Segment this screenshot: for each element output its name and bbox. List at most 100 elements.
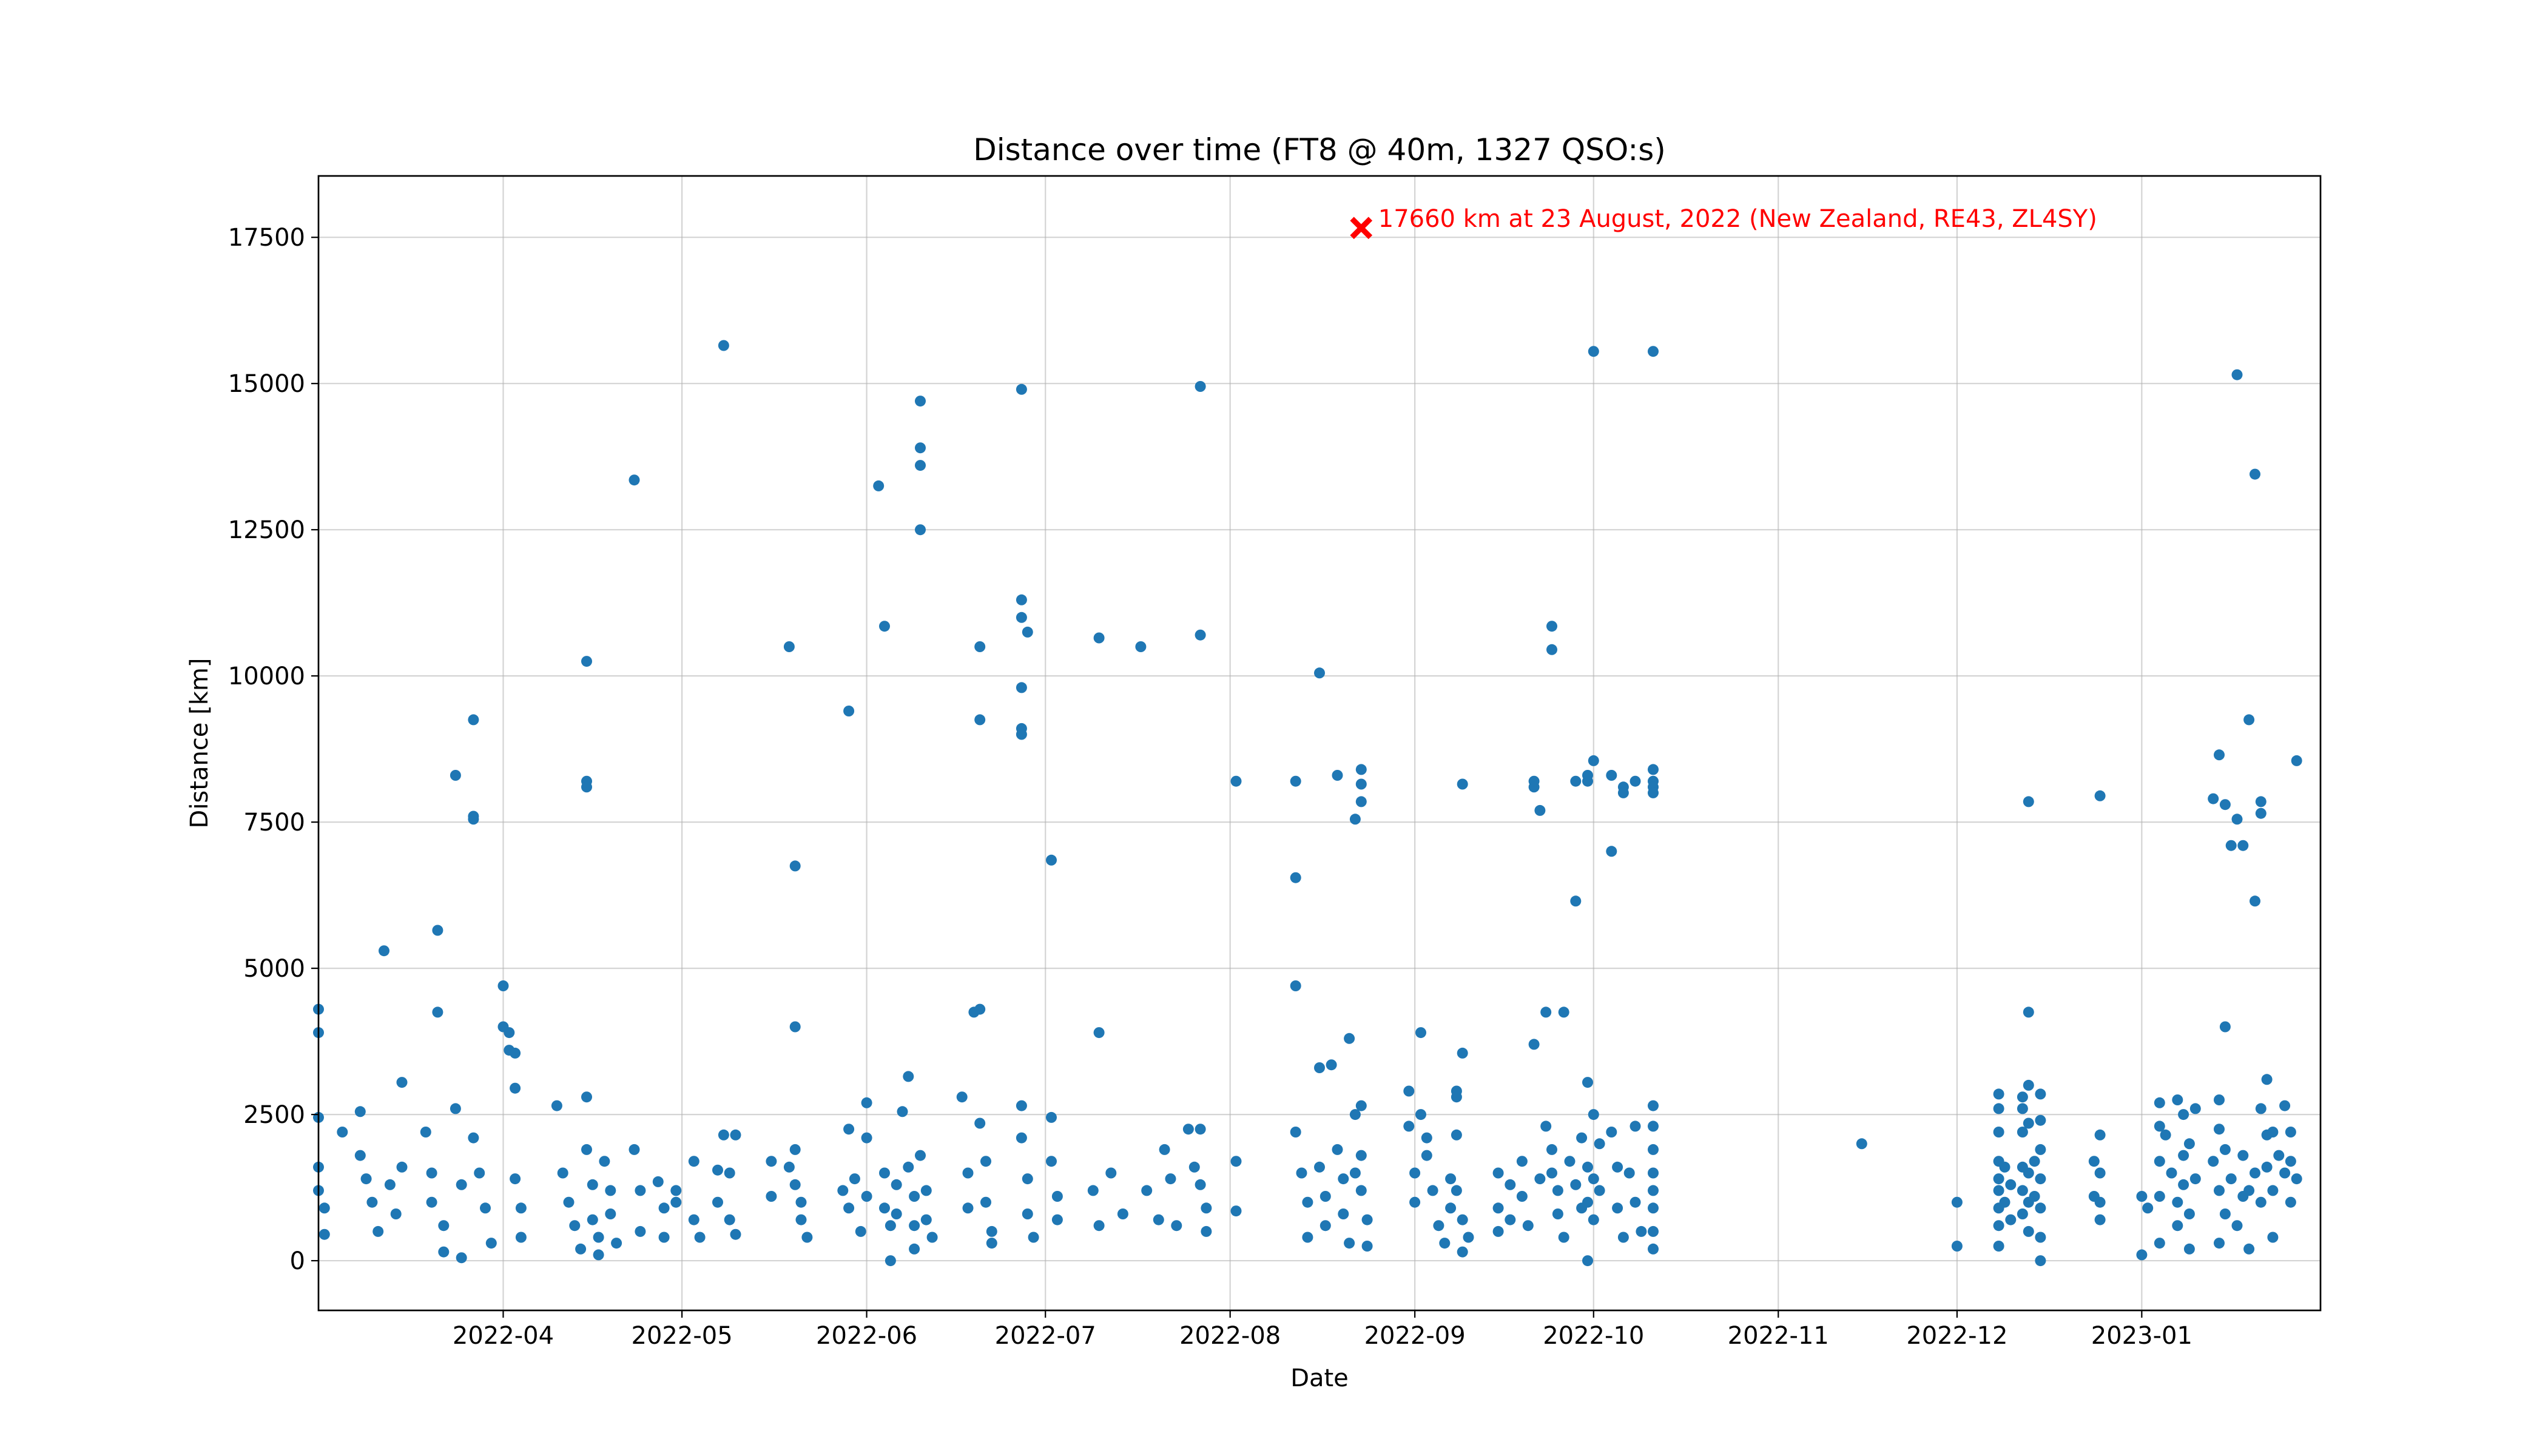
data-point [2243, 714, 2255, 726]
data-point [1951, 1196, 1963, 1208]
data-point [730, 1129, 741, 1141]
data-point [909, 1243, 920, 1255]
y-tick-label: 15000 [228, 370, 305, 398]
data-point [1230, 775, 1242, 787]
data-point [2023, 1079, 2034, 1091]
data-point [694, 1232, 706, 1243]
data-point [718, 1129, 729, 1141]
data-point [1552, 1185, 1563, 1196]
data-point [1195, 1179, 1206, 1190]
data-point [1856, 1138, 1867, 1150]
data-point [2005, 1214, 2017, 1225]
data-point [2255, 1196, 2267, 1208]
data-point [2035, 1255, 2046, 1267]
data-point [2279, 1167, 2291, 1179]
data-point [879, 1202, 890, 1214]
data-point [789, 1021, 801, 1033]
data-point [2178, 1150, 2189, 1161]
data-point [2189, 1173, 2201, 1185]
data-point [2214, 1124, 2225, 1135]
x-tick-label: 2022-05 [632, 1322, 733, 1350]
data-point [1546, 1144, 1557, 1155]
data-point [2255, 807, 2267, 819]
data-point [1457, 1047, 1468, 1059]
data-point [1135, 641, 1147, 652]
data-point [2136, 1249, 2148, 1261]
data-point [1558, 1006, 1569, 1018]
data-point [1344, 1238, 1355, 1249]
data-point [318, 1202, 330, 1214]
data-point [1421, 1150, 1432, 1161]
data-point [432, 1006, 443, 1018]
data-point [1403, 1121, 1415, 1132]
data-point [2094, 1167, 2106, 1179]
data-point [504, 1027, 515, 1039]
data-point [2094, 790, 2106, 801]
x-tick-label: 2022-04 [453, 1322, 554, 1350]
data-point [1492, 1202, 1504, 1214]
data-point [1582, 1255, 1593, 1267]
data-point [2154, 1121, 2165, 1132]
data-point [920, 1214, 932, 1225]
data-point [2273, 1150, 2285, 1161]
data-point [909, 1191, 920, 1202]
data-point [1993, 1173, 2004, 1185]
data-point [1355, 796, 1367, 807]
data-point [1463, 1232, 1474, 1243]
data-point [1415, 1109, 1426, 1121]
data-point [1415, 1027, 1426, 1039]
data-point [1522, 1220, 1534, 1232]
data-point [1993, 1241, 2004, 1252]
data-point [974, 641, 986, 652]
max-distance-marker [1350, 217, 1373, 240]
data-point [837, 1185, 849, 1196]
data-point [1588, 755, 1599, 766]
data-point [1594, 1138, 1605, 1150]
data-point [1445, 1173, 1457, 1185]
data-point [2183, 1208, 2195, 1219]
data-point [2023, 1117, 2034, 1129]
data-point [2237, 840, 2249, 851]
data-point [372, 1225, 384, 1237]
data-point [2231, 814, 2243, 825]
data-point [2214, 1185, 2225, 1196]
data-point [2178, 1109, 2189, 1121]
y-tick-label: 5000 [243, 955, 305, 983]
data-point [1505, 1179, 1516, 1190]
data-point [1492, 1225, 1504, 1237]
data-point [581, 1144, 592, 1155]
data-point [1355, 1150, 1367, 1161]
data-point [468, 1132, 479, 1144]
data-point [2029, 1191, 2040, 1202]
data-point [635, 1225, 646, 1237]
data-point [986, 1238, 997, 1249]
data-point [2094, 1214, 2106, 1225]
data-point [1409, 1167, 1421, 1179]
data-point [2094, 1196, 2106, 1208]
data-point [783, 1161, 795, 1173]
data-point [724, 1167, 735, 1179]
data-point [1016, 383, 1027, 395]
data-point [581, 1091, 592, 1103]
data-point [1355, 764, 1367, 775]
data-point [986, 1225, 997, 1237]
data-point [926, 1232, 938, 1243]
data-point [480, 1202, 491, 1214]
data-point [1195, 381, 1206, 392]
data-point [2172, 1196, 2183, 1208]
data-point [712, 1196, 723, 1208]
data-point [891, 1179, 902, 1190]
data-point [1290, 775, 1301, 787]
data-point [497, 980, 509, 991]
data-point [551, 1100, 562, 1111]
y-tick-label: 17500 [228, 224, 305, 252]
data-point [1403, 1085, 1415, 1097]
data-point [1451, 1091, 1462, 1103]
data-point [915, 524, 926, 536]
data-point [2023, 796, 2034, 807]
data-point [2035, 1232, 2046, 1243]
x-tick-label: 2022-09 [1364, 1322, 1466, 1350]
data-point [652, 1176, 664, 1187]
